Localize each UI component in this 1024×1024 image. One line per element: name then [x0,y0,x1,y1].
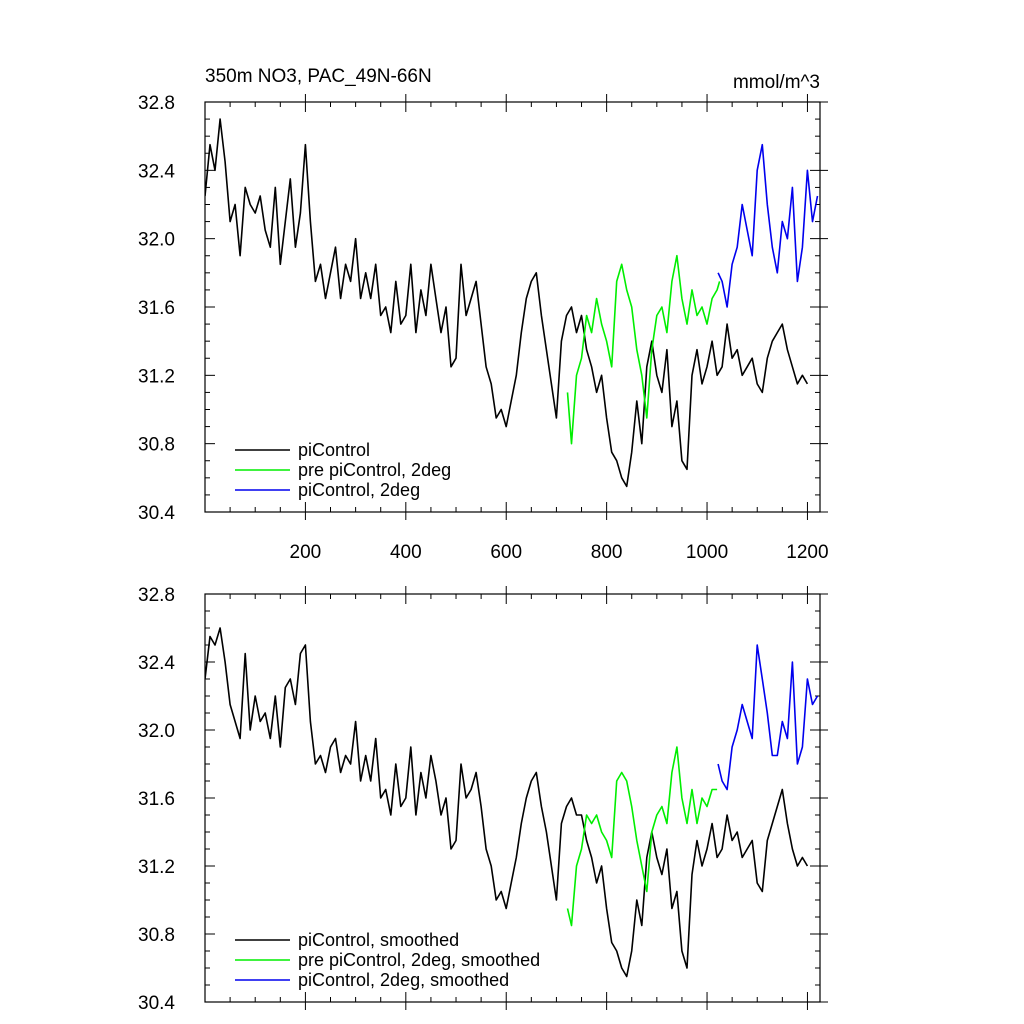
series-line-picontrol-smoothed [205,627,809,978]
panel-bottom: 30.4 30.8 31.2 31.6 32.0 32.4 32.8 piControl, s… [138,585,828,1014]
legend-label: pre piControl, 2deg, smoothed [298,950,540,970]
y-tick-label: 30.8 [138,925,175,946]
x-tick-label: 200 [290,542,322,563]
series-line-pre-picontrol-2deg-smoothed [566,746,718,927]
legend-label: pre piControl, 2deg [298,460,451,480]
x-tick-label: 600 [490,542,522,563]
x-tick-label: 400 [390,542,422,563]
y-tick-label: 32.0 [138,721,175,742]
series-line-picontrol-2deg [717,143,819,308]
y-tick-label: 30.8 [138,435,175,456]
units-label: mmol/m^3 [733,72,820,93]
y-tick-label: 31.6 [138,298,175,319]
x-tick-label: 1000 [686,542,728,563]
series-line-picontrol [205,118,809,488]
y-tick-label: 30.4 [138,503,175,524]
panel-top: 200 400 600 800 1000 1200 30.4 30.8 31.2 31.6 32.0… [138,93,829,563]
series-line-pre-picontrol-2deg [566,254,721,445]
chart-title: 350m NO3, PAC_49N-66N [205,66,432,87]
y-tick-label: 32.0 [138,230,175,251]
y-tick-label: 30.4 [138,993,175,1014]
y-tick-label: 31.2 [138,366,175,387]
legend-label: piControl, 2deg [298,480,420,500]
x-tick-label: 1200 [786,542,828,563]
y-tick-label: 32.8 [138,585,175,606]
legend-label: piControl [298,440,370,460]
y-tick-label: 31.6 [138,789,175,810]
x-tick-label: 800 [591,542,623,563]
y-tick-label: 32.4 [138,653,175,674]
series-line-picontrol-2deg-smoothed [717,644,819,791]
y-tick-label: 32.8 [138,93,175,114]
legend-label: piControl, smoothed [298,930,459,950]
y-tick-label: 31.2 [138,857,175,878]
legend-label: piControl, 2deg, smoothed [298,970,509,990]
y-tick-label: 32.4 [138,161,175,182]
